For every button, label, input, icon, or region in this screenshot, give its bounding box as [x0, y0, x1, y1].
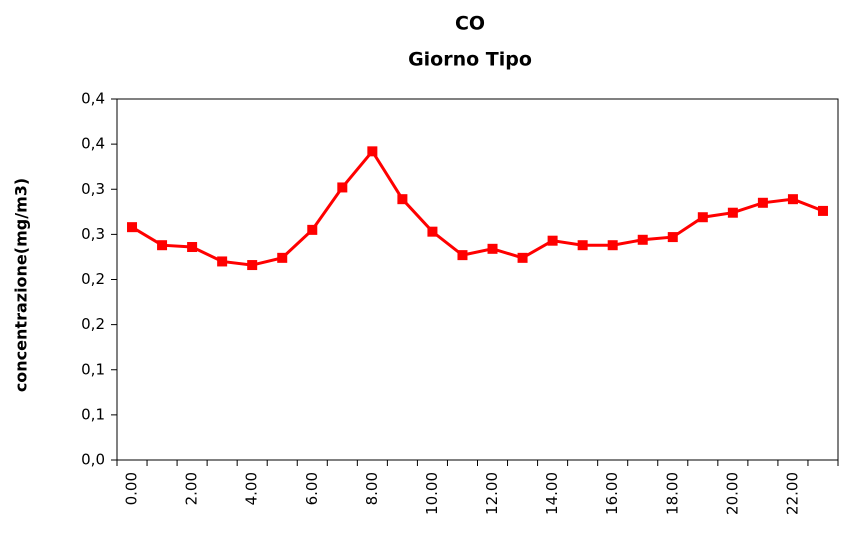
data-point [607, 240, 618, 251]
x-tick-label: 14.00 [543, 472, 561, 515]
y-tick-label: 0,2 [81, 315, 105, 333]
y-tick-label: 0,3 [81, 225, 105, 243]
y-tick-label: 0,0 [81, 451, 105, 469]
data-point [247, 260, 258, 271]
x-tick-label: 8.00 [363, 472, 381, 505]
x-tick-label: 12.00 [483, 472, 501, 515]
y-tick-label: 0,1 [81, 405, 105, 423]
data-point [577, 240, 588, 251]
data-point [547, 235, 558, 246]
y-tick-label: 0,1 [81, 360, 105, 378]
data-point [337, 182, 348, 193]
x-tick-label: 16.00 [603, 472, 621, 515]
data-point [457, 250, 468, 261]
data-point [127, 222, 138, 233]
x-tick-label: 18.00 [663, 472, 681, 515]
x-tick-label: 2.00 [183, 472, 201, 505]
data-point [277, 252, 288, 263]
chart-title: CO [455, 13, 485, 35]
x-tick-label: 0.00 [123, 472, 141, 505]
data-point [667, 232, 678, 243]
x-tick-label: 22.00 [783, 472, 801, 515]
data-point [487, 243, 498, 254]
y-axis-label: concentrazione(mg/m3) [12, 178, 31, 392]
data-point [817, 205, 828, 216]
x-tick-label: 20.00 [723, 472, 741, 515]
data-point [727, 207, 738, 218]
y-tick-label: 0,2 [81, 270, 105, 288]
y-tick-label: 0,4 [81, 90, 105, 108]
data-point [187, 242, 198, 253]
plot-frame [116, 98, 839, 461]
data-point [637, 234, 648, 245]
data-point [757, 197, 768, 208]
y-tick-label: 0,4 [81, 135, 105, 153]
data-point [307, 224, 318, 235]
data-point [397, 194, 408, 205]
data-point [697, 212, 708, 223]
data-point [367, 146, 378, 157]
chart-subtitle: Giorno Tipo [408, 49, 532, 71]
x-tick-label: 4.00 [243, 472, 261, 505]
series-line [131, 148, 824, 267]
data-point [787, 194, 798, 205]
data-point [157, 240, 168, 251]
data-point [427, 226, 438, 237]
x-tick-label: 10.00 [423, 472, 441, 515]
y-tick-label: 0,3 [81, 180, 105, 198]
data-point [517, 252, 528, 263]
data-point [217, 256, 228, 267]
x-tick-label: 6.00 [303, 472, 321, 505]
